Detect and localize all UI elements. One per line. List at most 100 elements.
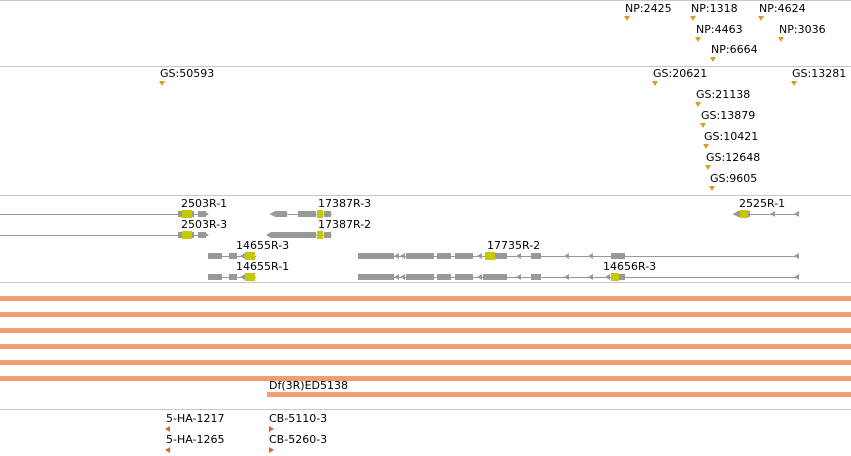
insertion-marker-icon[interactable] bbox=[159, 81, 165, 86]
strand-arrow-icon bbox=[794, 253, 799, 259]
strand-arrow-icon bbox=[394, 274, 399, 280]
insertion-label[interactable]: CB-5110-3 bbox=[269, 412, 328, 425]
transcript-exon[interactable] bbox=[455, 253, 473, 259]
strand-arrow-icon bbox=[270, 211, 275, 217]
transcript-exon[interactable] bbox=[531, 253, 541, 259]
transcript-label[interactable]: 14656R-3 bbox=[603, 260, 657, 273]
transcript-exon[interactable] bbox=[298, 211, 316, 217]
transcript-exon[interactable] bbox=[495, 253, 507, 259]
transcript-cds[interactable] bbox=[317, 210, 323, 218]
transcript-exon[interactable] bbox=[198, 232, 206, 238]
np-feature-label[interactable]: NP:2425 bbox=[625, 2, 672, 15]
deficiency-bar[interactable] bbox=[267, 392, 851, 397]
transcript-intron[interactable] bbox=[358, 277, 799, 278]
transcript-cds[interactable] bbox=[182, 231, 192, 239]
transcript-exon[interactable] bbox=[455, 274, 473, 280]
transcript-label[interactable]: 2525R-1 bbox=[739, 197, 786, 210]
insertion-marker-icon[interactable] bbox=[709, 186, 715, 191]
gs-feature-label[interactable]: GS:50593 bbox=[160, 67, 215, 80]
transcript-exon[interactable] bbox=[619, 274, 625, 280]
transcript-cds[interactable] bbox=[611, 273, 619, 281]
transcript-label[interactable]: 14655R-1 bbox=[236, 260, 290, 273]
transcript-cds[interactable] bbox=[740, 210, 748, 218]
insertion-marker-icon[interactable] bbox=[652, 81, 658, 86]
transcript-label[interactable]: 17735R-2 bbox=[487, 239, 541, 252]
gs-feature-label[interactable]: GS:13879 bbox=[701, 109, 756, 122]
transcript-exon[interactable] bbox=[208, 253, 222, 259]
transcript-exon[interactable] bbox=[406, 253, 434, 259]
transcript-cds[interactable] bbox=[245, 273, 255, 281]
strand-arrow-icon bbox=[605, 274, 610, 280]
insertion-marker-icon[interactable] bbox=[758, 16, 764, 21]
transcript-exon[interactable] bbox=[358, 253, 394, 259]
np-feature-label[interactable]: NP:4463 bbox=[696, 23, 743, 36]
transcript-intron[interactable] bbox=[0, 235, 208, 236]
insertion-label[interactable]: 5-HA-1265 bbox=[166, 433, 225, 446]
gs-feature-label[interactable]: GS:20621 bbox=[653, 67, 708, 80]
deficiency-bar[interactable] bbox=[0, 312, 851, 317]
insertion-marker-icon[interactable] bbox=[791, 81, 797, 86]
deficiency-bar[interactable] bbox=[0, 360, 851, 365]
deficiency-bar[interactable] bbox=[0, 376, 851, 381]
insertion-arrow-icon[interactable] bbox=[269, 426, 274, 432]
transcript-exon[interactable] bbox=[406, 274, 434, 280]
transcript-exon[interactable] bbox=[271, 232, 316, 238]
transcript-intron[interactable] bbox=[733, 214, 799, 215]
gs-feature-label[interactable]: GS:10421 bbox=[704, 130, 759, 143]
transcript-intron[interactable] bbox=[358, 256, 799, 257]
insertion-arrow-icon[interactable] bbox=[165, 426, 170, 432]
insertion-arrow-icon[interactable] bbox=[269, 447, 274, 453]
insertion-label[interactable]: CB-5260-3 bbox=[269, 433, 328, 446]
transcript-exon[interactable] bbox=[198, 211, 206, 217]
insertion-marker-icon[interactable] bbox=[705, 165, 711, 170]
transcript-label[interactable]: 17387R-3 bbox=[318, 197, 372, 210]
np-feature-label[interactable]: NP:3036 bbox=[779, 23, 826, 36]
insertion-marker-icon[interactable] bbox=[710, 57, 716, 62]
transcript-exon[interactable] bbox=[324, 232, 331, 238]
track-divider bbox=[0, 66, 851, 67]
transcript-label[interactable]: 2503R-1 bbox=[181, 197, 228, 210]
insertion-marker-icon[interactable] bbox=[624, 16, 630, 21]
transcript-exon[interactable] bbox=[324, 211, 331, 217]
transcript-exon[interactable] bbox=[229, 274, 237, 280]
gs-feature-label[interactable]: GS:12648 bbox=[706, 151, 761, 164]
transcript-cds[interactable] bbox=[182, 210, 192, 218]
strand-arrow-icon bbox=[240, 253, 245, 259]
insertion-marker-icon[interactable] bbox=[695, 102, 701, 107]
np-feature-label[interactable]: NP:6664 bbox=[711, 43, 758, 56]
transcript-exon[interactable] bbox=[531, 274, 541, 280]
insertion-marker-icon[interactable] bbox=[700, 123, 706, 128]
insertion-label[interactable]: 5-HA-1217 bbox=[166, 412, 225, 425]
gs-feature-label[interactable]: GS:9605 bbox=[710, 172, 758, 185]
insertion-marker-icon[interactable] bbox=[695, 37, 701, 42]
transcript-exon[interactable] bbox=[358, 274, 394, 280]
transcript-cds[interactable] bbox=[317, 231, 323, 239]
insertion-marker-icon[interactable] bbox=[690, 16, 696, 21]
np-feature-label[interactable]: NP:4624 bbox=[759, 2, 806, 15]
deficiency-bar[interactable] bbox=[0, 344, 851, 349]
transcript-label[interactable]: 2503R-3 bbox=[181, 218, 228, 231]
transcript-label[interactable]: 17387R-2 bbox=[318, 218, 372, 231]
track-divider bbox=[0, 195, 851, 196]
deficiency-bar[interactable] bbox=[0, 328, 851, 333]
transcript-cds[interactable] bbox=[485, 252, 495, 260]
transcript-exon[interactable] bbox=[208, 274, 222, 280]
insertion-marker-icon[interactable] bbox=[778, 37, 784, 42]
transcript-cds[interactable] bbox=[245, 252, 255, 260]
transcript-intron[interactable] bbox=[0, 214, 208, 215]
transcript-exon[interactable] bbox=[483, 274, 507, 280]
transcript-exon[interactable] bbox=[437, 253, 451, 259]
insertion-marker-icon[interactable] bbox=[703, 144, 709, 149]
gs-feature-label[interactable]: GS:21138 bbox=[696, 88, 751, 101]
transcript-exon[interactable] bbox=[275, 211, 287, 217]
deficiency-bar[interactable] bbox=[0, 296, 851, 301]
transcript-exon[interactable] bbox=[229, 253, 237, 259]
deficiency-label[interactable]: Df(3R)ED5138 bbox=[269, 379, 348, 392]
np-feature-label[interactable]: NP:1318 bbox=[691, 2, 738, 15]
strand-arrow-icon bbox=[477, 253, 482, 259]
insertion-arrow-icon[interactable] bbox=[165, 447, 170, 453]
transcript-exon[interactable] bbox=[437, 274, 451, 280]
gs-feature-label[interactable]: GS:13281 bbox=[792, 67, 847, 80]
transcript-label[interactable]: 14655R-3 bbox=[236, 239, 290, 252]
transcript-exon[interactable] bbox=[611, 253, 625, 259]
